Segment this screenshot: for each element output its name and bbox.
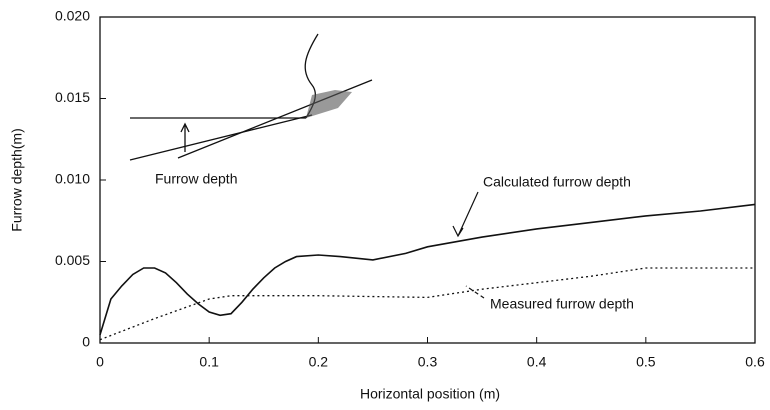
annotation: Furrow depth — [155, 171, 237, 187]
label-leader — [465, 285, 485, 299]
y-tick-label: 0.010 — [55, 171, 90, 187]
x-tick-label: 0 — [96, 354, 104, 370]
y-axis-title: Furrow depth(m) — [9, 128, 25, 231]
legend-label: Calculated furrow depth — [483, 174, 631, 190]
label-arrow — [452, 191, 479, 238]
x-tick-label: 0.6 — [745, 354, 765, 370]
x-axis-title: Horizontal position (m) — [360, 386, 500, 402]
y-tick-label: 0.005 — [55, 252, 90, 268]
data-line — [99, 267, 755, 341]
y-tick-label: 0 — [82, 334, 90, 350]
x-tick-label: 0.3 — [418, 354, 438, 370]
y-tick-label: 0.015 — [55, 89, 90, 105]
x-tick-label: 0.2 — [309, 354, 329, 370]
x-tick-label: 0.1 — [199, 354, 219, 370]
legend-label: Measured furrow depth — [490, 296, 634, 312]
x-tick-label: 0.4 — [527, 354, 547, 370]
x-tick-label: 0.5 — [636, 354, 656, 370]
data-line — [99, 203, 756, 336]
y-tick-label: 0.020 — [55, 8, 90, 24]
inset-sketch — [129, 33, 373, 161]
